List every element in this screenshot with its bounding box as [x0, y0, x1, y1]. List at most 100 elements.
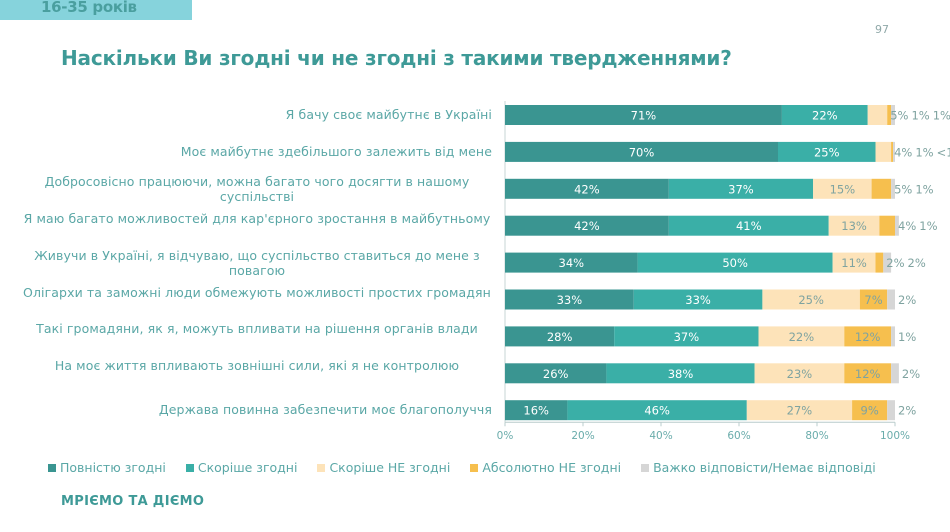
data-label: 12% [855, 330, 881, 344]
bar-segment [567, 400, 747, 421]
data-label: 70% [629, 145, 655, 159]
legend-swatch [641, 463, 650, 472]
bar-segment [505, 400, 568, 421]
bar-segment [828, 215, 880, 236]
data-label: 42% [574, 219, 600, 233]
bar-segment [778, 141, 876, 162]
data-label: 38% [668, 367, 694, 381]
data-label: 2% [886, 256, 904, 270]
data-label: 5% [894, 182, 912, 196]
data-label: 1% [911, 109, 929, 123]
audience-tag-label: 16-35 років [41, 0, 137, 16]
category-label: Моє майбутнє здебільшого залежить від ме… [180, 143, 492, 159]
bar-row [505, 326, 895, 347]
footer-brand: МРІЄМО ТА ДІЄМО [61, 494, 205, 509]
data-label: 2% [898, 293, 916, 307]
legend-item: Абсолютно НЕ згодні [470, 460, 621, 475]
legend-label: Важко відповісти/Немає відповіді [653, 460, 876, 475]
data-label: 23% [787, 367, 813, 381]
data-label: 71% [631, 109, 657, 123]
category-label: Олігархи та заможні люди обмежують можли… [23, 284, 491, 300]
category-label: Такі громадяни, як я, можуть впливати на… [36, 321, 478, 337]
data-label: 37% [674, 330, 700, 344]
bar-segment [505, 289, 634, 310]
bar-segment [844, 326, 892, 347]
bar-segment [505, 252, 638, 273]
bar-segment [891, 105, 895, 125]
x-tick-label: 20% [571, 430, 594, 442]
category-label: Я маю багато можливостей для кар'єрного … [23, 210, 491, 226]
data-label: 33% [685, 293, 711, 307]
bar-segment [879, 215, 895, 236]
bar-segment [875, 252, 884, 273]
bar-segment [832, 252, 876, 273]
bar-segment [844, 363, 892, 384]
category-label: Я бачу своє майбутнє в Україні [285, 107, 492, 122]
bar-segment [867, 105, 888, 125]
bar-segment [606, 363, 755, 384]
page-title: Наскільки Ви згодні чи не згодні з таким… [61, 46, 732, 70]
bar-segment [887, 289, 895, 310]
bar-segment [883, 252, 892, 273]
category-label: Держава повинна забезпечити моє благопол… [158, 402, 492, 418]
category-label: Добросовісно працюючи, можна багато чого… [44, 173, 470, 204]
bar-segment [754, 363, 845, 384]
bar-segment [614, 326, 759, 347]
data-label: 11% [841, 256, 867, 270]
data-label: 28% [547, 330, 573, 344]
data-label: 22% [789, 330, 815, 344]
data-label: 4% [894, 145, 912, 159]
page-number: 97 [875, 23, 889, 36]
data-label: 16% [523, 404, 549, 418]
bar-segment [893, 141, 895, 162]
x-tick-label: 40% [649, 430, 672, 442]
bar-segment [781, 105, 868, 125]
category-label: Живучи в Україні, я відчуваю, що суспіль… [34, 247, 480, 278]
data-label: 9% [861, 404, 879, 418]
bar-segment [813, 178, 872, 199]
bar-segment [762, 289, 860, 310]
bar-segment [891, 326, 895, 347]
bar-row [505, 363, 899, 384]
data-label: 2% [902, 367, 920, 381]
data-label: 33% [557, 293, 583, 307]
bar-segment [505, 141, 778, 162]
x-tick-label: 60% [727, 430, 750, 442]
data-label: 22% [812, 109, 838, 123]
bar-row [505, 178, 895, 199]
bar-segment [891, 363, 899, 384]
legend-label: Скоріше НЕ згодні [329, 460, 451, 475]
data-label: 1% [933, 109, 950, 123]
data-label: 1% [915, 182, 933, 196]
data-label: 37% [728, 182, 754, 196]
bar-segment [758, 326, 845, 347]
data-label: 50% [722, 256, 748, 270]
bar-segment [891, 141, 894, 162]
legend-label: Скоріше згодні [197, 460, 298, 475]
audience-tag: 16-35 років [0, 0, 192, 20]
legend-swatch [185, 463, 194, 472]
bar-segment [891, 178, 895, 199]
bar-segment [871, 178, 892, 199]
x-tick-label: 0% [497, 430, 514, 442]
data-label: 1% [915, 145, 933, 159]
bar-segment [505, 105, 782, 125]
x-tick-label: 100% [880, 430, 910, 442]
data-label: 41% [736, 219, 762, 233]
data-label: 7% [864, 293, 882, 307]
bar-segment [887, 400, 895, 421]
bar-row [505, 105, 895, 125]
data-label: <1% [937, 145, 950, 159]
legend-label: Повністю згодні [60, 460, 166, 475]
data-label: 2% [908, 256, 926, 270]
data-label: 1% [898, 330, 916, 344]
data-label: 4% [898, 219, 916, 233]
legend-swatch [317, 463, 326, 472]
legend-item: Скоріше згодні [185, 460, 298, 475]
bar-segment [895, 215, 899, 236]
bar-segment [668, 215, 829, 236]
bar-row [505, 289, 895, 310]
bar-segment [859, 289, 888, 310]
bar-row [505, 215, 899, 236]
